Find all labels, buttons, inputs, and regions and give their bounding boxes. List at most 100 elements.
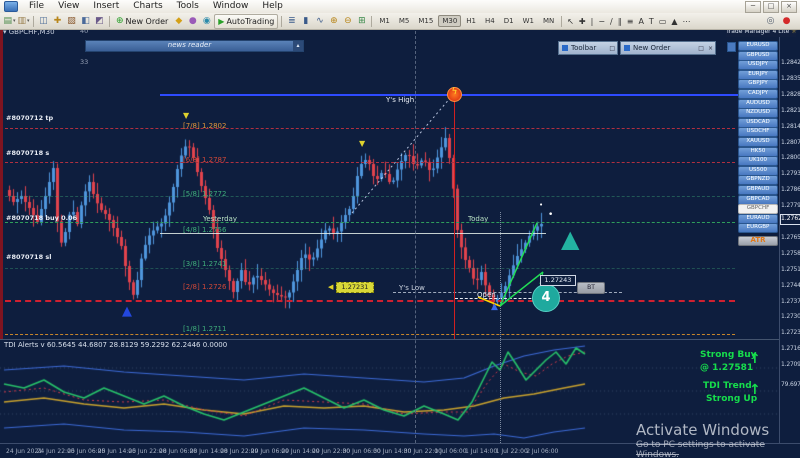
arrows-tool-icon[interactable]: ▲	[671, 16, 678, 26]
pan-chart-icon[interactable]: ✚	[53, 15, 62, 26]
news-icon[interactable]: ◉	[202, 15, 211, 26]
pair-button-gbpcad[interactable]: GBPCAD	[738, 194, 778, 205]
menu-help[interactable]: Help	[262, 1, 283, 11]
menu-insert[interactable]: Insert	[93, 1, 120, 11]
crosshair-tool-icon[interactable]: ✚	[578, 16, 586, 26]
pair-button-gbpnzd[interactable]: GBPNZD	[738, 175, 778, 186]
text-tool-icon[interactable]: A	[638, 16, 644, 26]
data-window-icon[interactable]: ◧	[81, 15, 90, 26]
fibo-tool-icon[interactable]: ≡	[626, 16, 634, 26]
dropdown-arrow-icon[interactable]: ▾	[13, 17, 16, 24]
pair-button-euraud[interactable]: EURAUD	[738, 213, 778, 224]
autotrading-button[interactable]: ▶ AutoTrading	[214, 13, 279, 29]
line-chart-icon[interactable]: ∿	[316, 15, 324, 26]
pair-button-gbpaud[interactable]: GBPAUD	[738, 185, 778, 195]
pair-button-eurgbp[interactable]: EURGBP	[738, 223, 778, 234]
zoom-in-icon[interactable]: ⊕	[330, 15, 338, 26]
maximize-button[interactable]: □	[763, 0, 779, 13]
timeframe-d1[interactable]: D1	[503, 17, 514, 25]
pair-button-us500[interactable]: US500	[738, 165, 778, 176]
timeframe-h1[interactable]: H1	[466, 17, 476, 25]
floating-window-new-order[interactable]: New Order □ ×	[620, 41, 716, 55]
pair-button-usdjpy[interactable]: USDJPY	[738, 60, 778, 71]
label-tool-icon[interactable]: T	[648, 16, 654, 26]
trade-manager-header[interactable]: Trade Manager 4 Lite ☼	[726, 27, 797, 37]
close-button[interactable]: ×	[781, 0, 797, 13]
time-tick: 30 Jun 22:00	[403, 448, 442, 455]
timeframe-mn[interactable]: MN	[542, 17, 555, 25]
bar-chart-icon[interactable]: ≣	[288, 15, 296, 26]
pair-button-audusd[interactable]: AUDUSD	[738, 98, 778, 109]
trendline-tool-icon[interactable]: ∕	[610, 16, 613, 26]
menu-window[interactable]: Window	[212, 1, 249, 11]
ys-low-line[interactable]	[393, 292, 622, 293]
pane-divider[interactable]	[0, 339, 779, 340]
menu-charts[interactable]: Charts	[133, 1, 163, 11]
zoom-out-icon[interactable]: ⊖	[344, 15, 352, 26]
pair-button-gbpchf[interactable]: GBPCHF	[738, 204, 778, 215]
new-chart-icon[interactable]: ▤ ▾	[3, 15, 16, 26]
symbol-dropdown-icon[interactable]: ▾	[3, 28, 7, 36]
menu-view[interactable]: View	[58, 1, 80, 11]
pair-button-hk50[interactable]: HK50	[738, 146, 778, 157]
hline-tool-icon[interactable]: −	[598, 16, 606, 26]
pair-button-eurjpy[interactable]: EURJPY	[738, 69, 778, 80]
timeframe-w1[interactable]: W1	[522, 17, 534, 25]
white-dot: •	[548, 210, 554, 220]
buy-order-line[interactable]	[5, 222, 735, 223]
news-reader-collapse-icon[interactable]: ▴	[293, 41, 303, 51]
dropdown-arrow-icon[interactable]: ▾	[27, 17, 30, 24]
pair-button-eurusd[interactable]: EURUSD	[738, 41, 778, 51]
pair-button-usdcad[interactable]: USDCAD	[738, 117, 778, 128]
styler-icon[interactable]: ▨	[67, 15, 76, 26]
timeframe-h4[interactable]: H4	[485, 17, 495, 25]
pair-button-cadjpy[interactable]: CADJPY	[738, 89, 778, 99]
timeframe-m1[interactable]: M1	[379, 17, 390, 25]
pair-button-xauusd[interactable]: XAUUSD	[738, 137, 778, 147]
bt-button[interactable]: BT	[577, 282, 605, 294]
pair-button-gbpjpy[interactable]: GBPJPY	[738, 79, 778, 90]
vline-tool-icon[interactable]: |	[590, 16, 594, 26]
atr-button[interactable]: ATR	[738, 236, 778, 246]
profiles-icon[interactable]: ▥ ▾	[17, 15, 30, 26]
timeframe-m30[interactable]: M30	[438, 15, 462, 27]
close-icon[interactable]: ×	[707, 44, 713, 52]
pair-button-uk100[interactable]: UK100	[738, 156, 778, 167]
shapes-tool-icon[interactable]: ▭	[658, 16, 667, 26]
price-axis[interactable]: 79.6977 29.0661 1.27620 1.284251.283551.…	[779, 26, 800, 458]
toolbar: ▤ ▾ ▥ ▾ ◫ ✚ ▨ ◧ ◩ ⊕ New Order ◆ ● ◉ ▶ AutoTrading ≣ ▮ ∿ ⊕ ⊖ ⊞…	[0, 13, 800, 30]
channel-tool-icon[interactable]: ∥	[617, 16, 622, 26]
more-tools-icon[interactable]: ⋯	[682, 16, 691, 26]
panel-tab[interactable]	[727, 42, 736, 52]
cursor-tool-icon[interactable]: ↖	[567, 16, 574, 26]
time-tick: 1 Jul 22:00	[495, 448, 528, 455]
search-icon[interactable]: ◎	[766, 15, 775, 26]
price-tick: 1.28215	[781, 106, 800, 114]
maximize-icon[interactable]: □	[698, 44, 704, 52]
floating-window-toolbar[interactable]: Toolbar □	[558, 41, 618, 55]
timeframe-m15[interactable]: M15	[418, 17, 434, 25]
candlestick-chart-canvas[interactable]	[0, 26, 779, 339]
pair-button-gbpusd[interactable]: GBPUSD	[738, 50, 778, 61]
tile-windows-icon[interactable]: ⊞	[358, 15, 366, 26]
candle-chart-icon[interactable]: ▮	[303, 15, 309, 26]
price-tick: 1.27375	[781, 297, 800, 305]
timeframe-m5[interactable]: M5	[398, 17, 410, 25]
community-icon[interactable]: ●	[782, 15, 791, 26]
snapshot-icon[interactable]: ◩	[95, 15, 104, 26]
minimize-button[interactable]: ─	[745, 0, 761, 13]
market-watch-icon[interactable]: ◫	[39, 15, 48, 26]
pair-button-nzdusd[interactable]: NZDUSD	[738, 108, 778, 119]
news-reader-banner[interactable]: news reader ▴	[85, 40, 304, 52]
mailbox-icon[interactable]: ●	[188, 15, 197, 26]
alert-lightning-icon[interactable]: ϟ	[447, 87, 462, 102]
tdi-indicator-canvas[interactable]	[0, 339, 779, 443]
menu-tools[interactable]: Tools	[176, 1, 199, 11]
new-order-button[interactable]: ⊕ New Order	[113, 15, 171, 28]
settings-icon[interactable]: ☼	[791, 28, 797, 35]
pair-button-usdchf[interactable]: USDCHF	[738, 127, 778, 138]
menu-file[interactable]: File	[29, 1, 45, 11]
alerts-icon[interactable]: ◆	[175, 15, 183, 26]
maximize-icon[interactable]: □	[609, 44, 615, 52]
time-axis[interactable]: 24 Jun 2021 24 Jun 22:00 25 Jun 06:00 25 Ju…	[0, 443, 800, 458]
